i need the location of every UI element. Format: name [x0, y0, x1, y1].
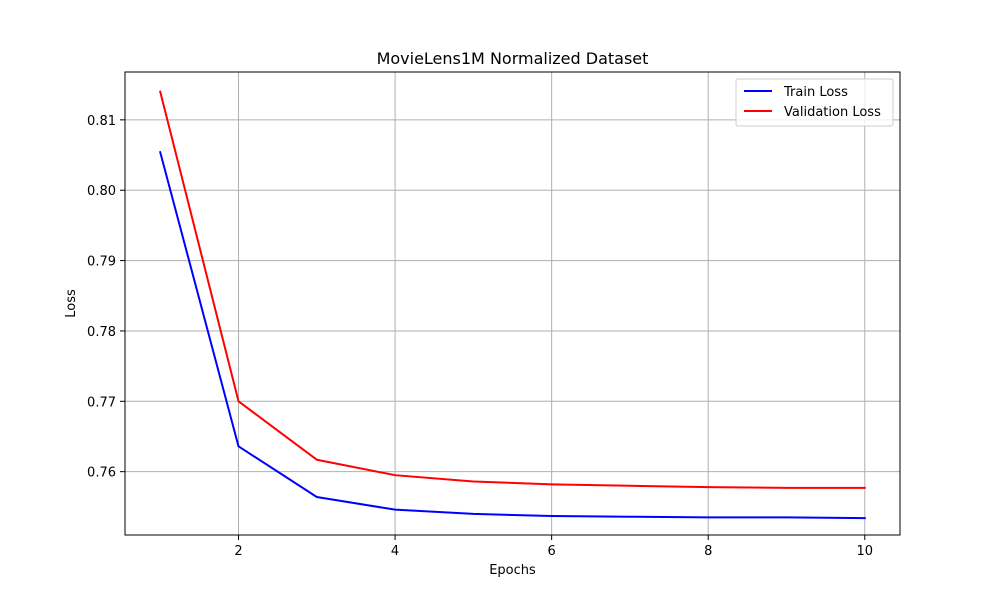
x-tick-label: 6	[548, 544, 556, 559]
series-line-validation-loss	[159, 90, 866, 489]
chart-title: MovieLens1M Normalized Dataset	[377, 49, 649, 68]
legend-label-validation-loss: Validation Loss	[784, 105, 881, 120]
series-lines	[159, 90, 866, 520]
x-tick-label: 10	[856, 544, 873, 559]
x-tick-label: 8	[704, 544, 712, 559]
y-tick-label: 0.76	[87, 466, 116, 481]
y-tick-label: 0.81	[87, 114, 116, 129]
y-tick-label: 0.80	[87, 184, 116, 199]
y-tick-label: 0.78	[87, 325, 116, 340]
y-tick-label: 0.79	[87, 255, 116, 270]
legend-box	[735, 78, 894, 127]
x-tick-label: 2	[234, 544, 242, 559]
x-tick-label: 4	[391, 544, 399, 559]
y-tick-label: 0.77	[87, 395, 116, 410]
x-axis-ticks: 2 4 6 8 10	[234, 535, 873, 559]
y-axis-ticks: 0.76 0.77 0.78 0.79 0.80 0.81	[87, 114, 125, 481]
legend-label-train-loss: Train Loss	[783, 85, 848, 100]
series-line-train-loss	[159, 150, 866, 520]
x-axis-label: Epochs	[489, 563, 536, 578]
plot-frame	[124, 71, 901, 536]
y-axis-label: Loss	[64, 289, 79, 318]
grid-lines	[125, 72, 900, 535]
legend: Train Loss Validation Loss	[735, 78, 894, 127]
